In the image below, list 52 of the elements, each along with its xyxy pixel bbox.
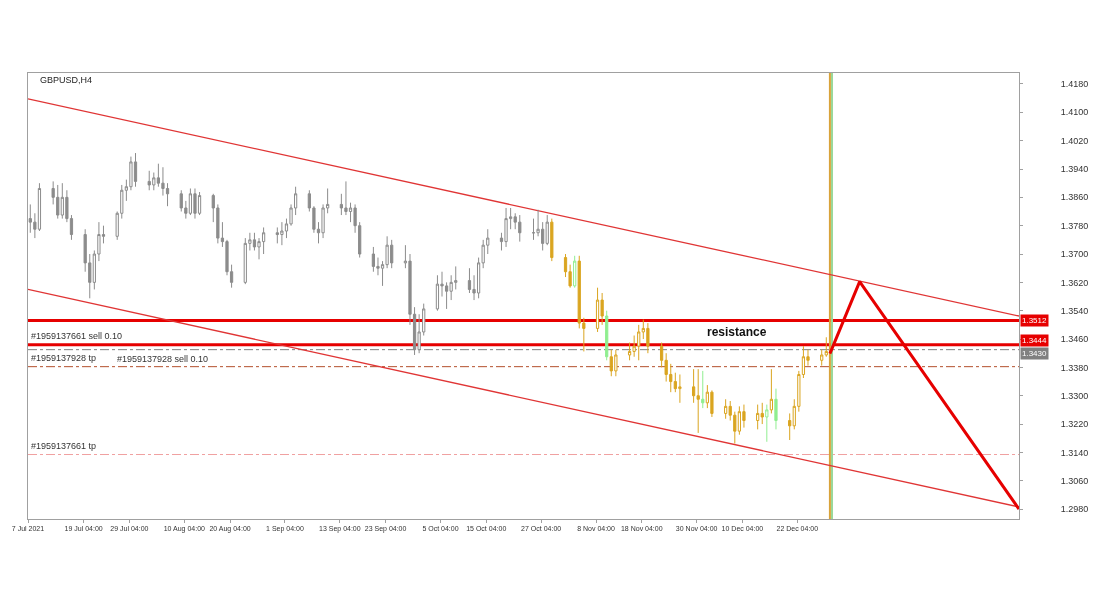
candlestick: [701, 370, 705, 409]
candlestick: [573, 255, 577, 289]
candlestick: [133, 152, 138, 188]
y-tick-label: 1.4180: [1060, 79, 1089, 90]
y-tick-label: 1.3540: [1060, 305, 1089, 316]
y-tick-label: 1.4020: [1060, 135, 1089, 146]
y-tick-label: 1.3620: [1060, 277, 1089, 288]
y-tick-label: 1.3460: [1060, 334, 1089, 345]
candlestick: [197, 191, 202, 216]
y-tick-label: 1.3700: [1060, 249, 1089, 260]
ref-line-label: 1.3444: [1022, 336, 1048, 345]
annotation: #1959137928 sell 0.10: [117, 354, 209, 364]
candlestick: [261, 226, 266, 255]
candlestick: [774, 388, 778, 430]
candlestick: [710, 389, 714, 418]
candlestick: [646, 322, 650, 354]
candlestick: [756, 404, 760, 430]
candlestick: [280, 221, 284, 246]
y-tick-label: 1.3860: [1060, 192, 1089, 203]
candlestick: [724, 398, 728, 420]
y-tick-label: 1.2980: [1060, 504, 1089, 515]
candlestick: [435, 274, 440, 312]
y-tick-label: 1.3380: [1060, 362, 1089, 373]
chart-title: GBPUSD,H4: [39, 75, 92, 86]
candlestick: [188, 187, 193, 216]
candlestick: [595, 287, 600, 333]
candlestick: [550, 218, 554, 262]
candlestick: [678, 373, 682, 404]
candlestick: [696, 368, 700, 434]
y-tick-label: 1.3780: [1060, 220, 1089, 231]
candlestick: [760, 402, 764, 425]
annotation: #1959137928 tp: [31, 353, 97, 363]
candlestick: [504, 207, 508, 248]
y-tick-label: 1.3060: [1060, 475, 1089, 486]
candlestick: [788, 412, 792, 441]
candlestick: [820, 349, 824, 367]
candlestick: [824, 336, 828, 358]
annotation: resistance: [707, 325, 767, 339]
annotation: #1959137661 sell 0.10: [31, 331, 123, 341]
y-tick-label: 1.3940: [1060, 164, 1089, 175]
y-tick-label: 1.4100: [1060, 107, 1089, 118]
y-tick-label: 1.3300: [1060, 390, 1089, 401]
candlestick: [193, 187, 197, 220]
y-tick-label: 1.3140: [1060, 447, 1089, 458]
annotation: #1959137661 tp: [31, 441, 97, 451]
candlestick: [614, 349, 618, 377]
ref-line-label: 1.3512: [1022, 316, 1048, 325]
y-tick-label: 1.3220: [1060, 419, 1089, 430]
candlestick: [371, 246, 376, 273]
ref-line-label: 1.3430: [1022, 349, 1048, 358]
candlestick: [545, 214, 549, 246]
candlestick: [605, 310, 609, 361]
